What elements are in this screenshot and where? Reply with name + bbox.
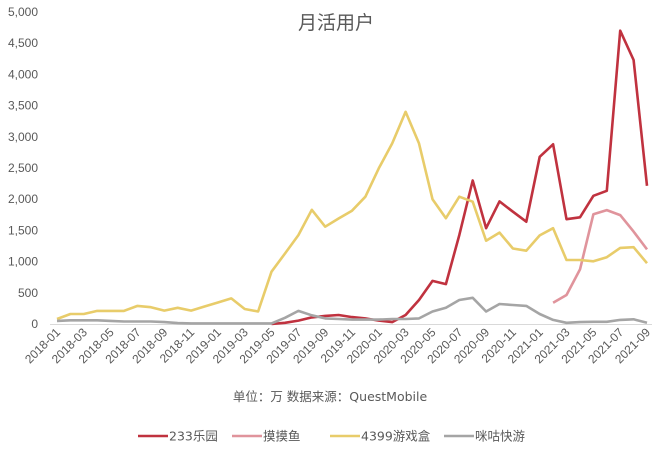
legend-label: 4399游戏盒 — [361, 429, 431, 444]
y-tick-label: 1,500 — [8, 223, 38, 237]
y-tick-label: 3,000 — [8, 130, 38, 144]
y-tick-label: 2,500 — [8, 161, 38, 175]
source-note: 单位：万 数据来源：QuestMobile — [233, 389, 428, 404]
x-axis: 2018-012018-032018-052018-072018-092018-… — [22, 325, 653, 366]
y-axis: 0 500 1,000 1,500 2,000 2,500 3,000 3,500 4,000 4… — [8, 5, 38, 331]
series-line-2 — [56, 110, 648, 321]
y-tick-label: 4,500 — [8, 36, 38, 50]
y-tick-label: 0 — [31, 317, 38, 331]
series-line-0 — [271, 29, 649, 326]
series-line-3 — [56, 296, 648, 325]
legend-item: 咪咕快游 — [444, 429, 526, 444]
legend-label: 咪咕快游 — [475, 429, 526, 444]
y-tick-label: 3,500 — [8, 99, 38, 113]
y-tick-label: 4,000 — [8, 67, 38, 81]
legend-item: 摸摸鱼 — [232, 429, 301, 444]
y-tick-label: 500 — [18, 286, 38, 300]
series-lines — [56, 29, 649, 326]
chart-title: 月活用户 — [298, 12, 374, 34]
series-line-1 — [552, 208, 649, 304]
legend-label: 摸摸鱼 — [263, 429, 301, 444]
y-tick-label: 2,000 — [8, 192, 38, 206]
legend-item: 233乐园 — [138, 429, 218, 444]
y-tick-label: 5,000 — [8, 5, 38, 19]
y-tick-label: 1,000 — [8, 255, 38, 269]
legend-label: 233乐园 — [169, 429, 218, 444]
legend-item: 4399游戏盒 — [330, 429, 431, 444]
legend: 233乐园 摸摸鱼 4399游戏盒 咪咕快游 — [138, 429, 526, 444]
